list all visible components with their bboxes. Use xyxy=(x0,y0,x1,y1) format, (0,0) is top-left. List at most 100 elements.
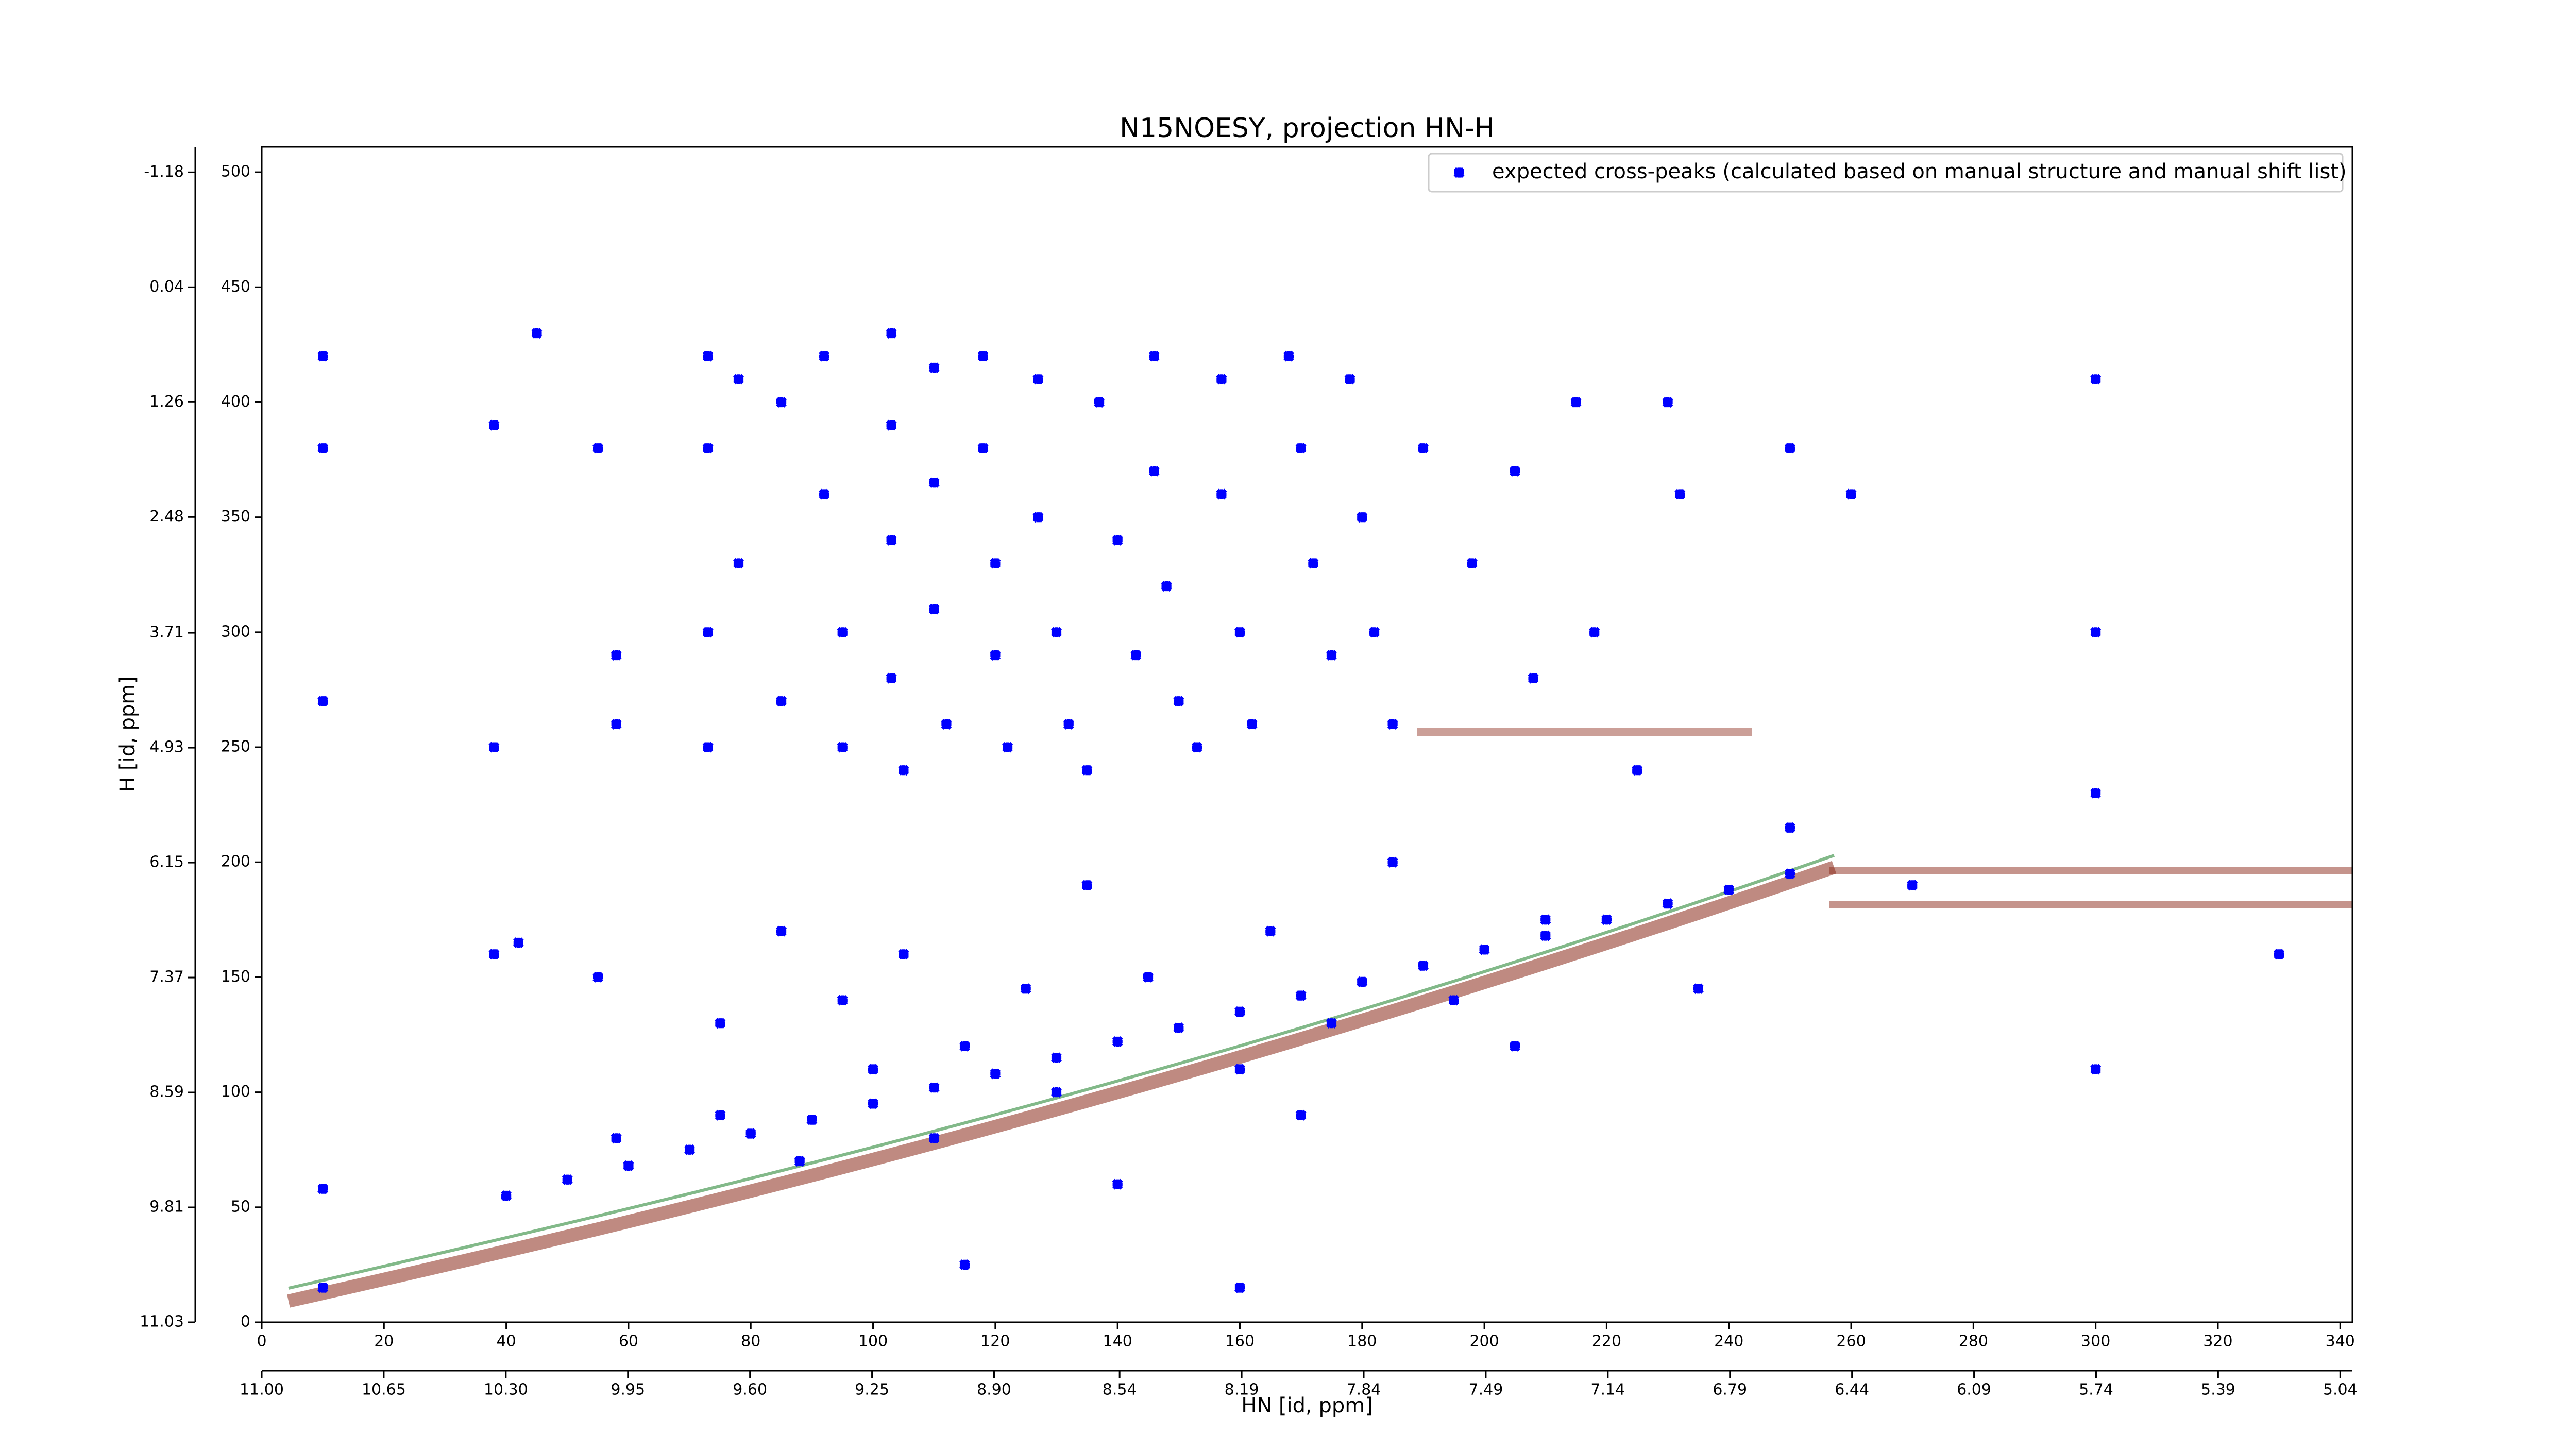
y2-tick-label: 2.48 xyxy=(149,508,184,526)
x2-tick-label: 5.74 xyxy=(2079,1381,2113,1399)
y2-tick-label: 9.81 xyxy=(149,1198,184,1216)
cross-peak xyxy=(928,1133,940,1144)
cross-peak xyxy=(488,742,500,753)
y2-tick-label: 6.15 xyxy=(149,853,184,871)
cross-peak xyxy=(1387,718,1398,730)
cross-peak xyxy=(488,949,500,960)
cross-peak xyxy=(837,742,848,753)
x-tick-label: 100 xyxy=(858,1333,888,1351)
x2-tick-label: 6.79 xyxy=(1713,1381,1747,1399)
cross-peak xyxy=(1234,1006,1245,1017)
cross-peak xyxy=(611,650,622,661)
x-tick-label: 320 xyxy=(2203,1333,2232,1351)
cross-peak xyxy=(819,350,830,362)
cross-peak xyxy=(1216,488,1227,500)
y-tick-label: 0 xyxy=(241,1313,250,1331)
cross-peak xyxy=(1191,742,1202,753)
x2-tick-label: 7.84 xyxy=(1347,1381,1381,1399)
cross-peak xyxy=(715,1018,726,1029)
x2-tick-label: 5.39 xyxy=(2201,1381,2235,1399)
y-tick-label: 50 xyxy=(231,1198,250,1216)
x-tick-label: 220 xyxy=(1592,1333,1621,1351)
cross-peak xyxy=(1692,983,1704,995)
cross-peak xyxy=(928,477,940,488)
y2-tick-label: -1.18 xyxy=(144,163,184,181)
x-tick-label: 0 xyxy=(257,1333,266,1351)
y-tick-label: 200 xyxy=(221,853,250,871)
cross-peak xyxy=(702,350,714,362)
cross-peak xyxy=(886,672,897,684)
cross-peak xyxy=(1094,397,1105,408)
y2-tick-label: 8.59 xyxy=(149,1083,184,1101)
cross-peak xyxy=(1540,914,1551,925)
cross-peak xyxy=(1589,627,1600,638)
cross-peak xyxy=(806,1114,818,1125)
cross-peak xyxy=(1051,1087,1062,1098)
legend-label: expected cross-peaks (calculated based o… xyxy=(1492,160,2347,183)
cross-peak xyxy=(1130,650,1142,661)
x-tick-label: 120 xyxy=(980,1333,1010,1351)
cross-peak xyxy=(990,558,1001,569)
cross-peak xyxy=(1112,1036,1123,1047)
cross-peak xyxy=(611,718,622,730)
cross-peak xyxy=(794,1156,805,1167)
cross-peak xyxy=(1112,534,1123,546)
x-tick-label: 340 xyxy=(2326,1333,2355,1351)
cross-peak xyxy=(1326,650,1337,661)
y2-tick-label: 1.26 xyxy=(149,393,184,411)
cross-peak xyxy=(2274,949,2285,960)
cross-peak xyxy=(837,627,848,638)
y-tick-label: 350 xyxy=(221,508,250,526)
cross-peak xyxy=(1387,856,1398,868)
cross-peak xyxy=(317,1183,329,1194)
cross-peak xyxy=(1357,512,1368,523)
cross-peak xyxy=(2090,787,2102,799)
cross-peak xyxy=(1173,1022,1184,1034)
x-tick-label: 240 xyxy=(1714,1333,1743,1351)
cross-peak xyxy=(1143,971,1154,983)
y-tick-label: 250 xyxy=(221,738,250,756)
x-tick-label: 20 xyxy=(374,1333,394,1351)
horizontal-contour xyxy=(1829,867,2352,908)
cross-peak xyxy=(1784,443,1795,454)
x2-tick-label: 10.30 xyxy=(484,1381,528,1399)
cross-peak xyxy=(1002,742,1013,753)
cross-peak xyxy=(776,696,787,707)
cross-peak xyxy=(1308,558,1319,569)
x2-tick-label: 9.60 xyxy=(733,1381,767,1399)
y2-tick-label: 11.03 xyxy=(140,1313,184,1331)
x-tick-label: 80 xyxy=(741,1333,760,1351)
cross-peak xyxy=(868,1098,879,1109)
legend: expected cross-peaks (calculated based o… xyxy=(1428,153,2347,193)
x-tick-label: 180 xyxy=(1347,1333,1377,1351)
cross-peak xyxy=(531,328,543,339)
x2-tick-label: 6.44 xyxy=(1835,1381,1869,1399)
cross-peak xyxy=(1051,627,1062,638)
cross-peak xyxy=(1216,374,1227,385)
cross-peak xyxy=(977,350,989,362)
cross-peak xyxy=(1570,397,1582,408)
cross-peak xyxy=(1234,1064,1245,1075)
cross-peak xyxy=(2090,627,2102,638)
cross-peak xyxy=(1234,627,1245,638)
cross-peak xyxy=(1081,880,1093,891)
y-tick-label: 150 xyxy=(221,968,250,986)
cross-peak xyxy=(1326,1018,1337,1029)
x2-tick-label: 8.19 xyxy=(1225,1381,1259,1399)
cross-peak xyxy=(1357,976,1368,987)
cross-peak xyxy=(1234,1282,1245,1293)
cross-peak xyxy=(1051,1052,1062,1064)
x2-tick-label: 6.09 xyxy=(1957,1381,1991,1399)
cross-peak xyxy=(928,603,940,615)
cross-peak xyxy=(886,328,897,339)
contour-background xyxy=(287,728,2352,1308)
cross-peak xyxy=(977,443,989,454)
cross-peak xyxy=(1601,914,1612,925)
cross-peak xyxy=(1148,350,1160,362)
marks xyxy=(317,328,2285,1293)
x2-tick-label: 11.00 xyxy=(240,1381,284,1399)
cross-peak xyxy=(898,765,909,776)
cross-peak xyxy=(1448,995,1460,1006)
x-tick-label: 140 xyxy=(1103,1333,1132,1351)
